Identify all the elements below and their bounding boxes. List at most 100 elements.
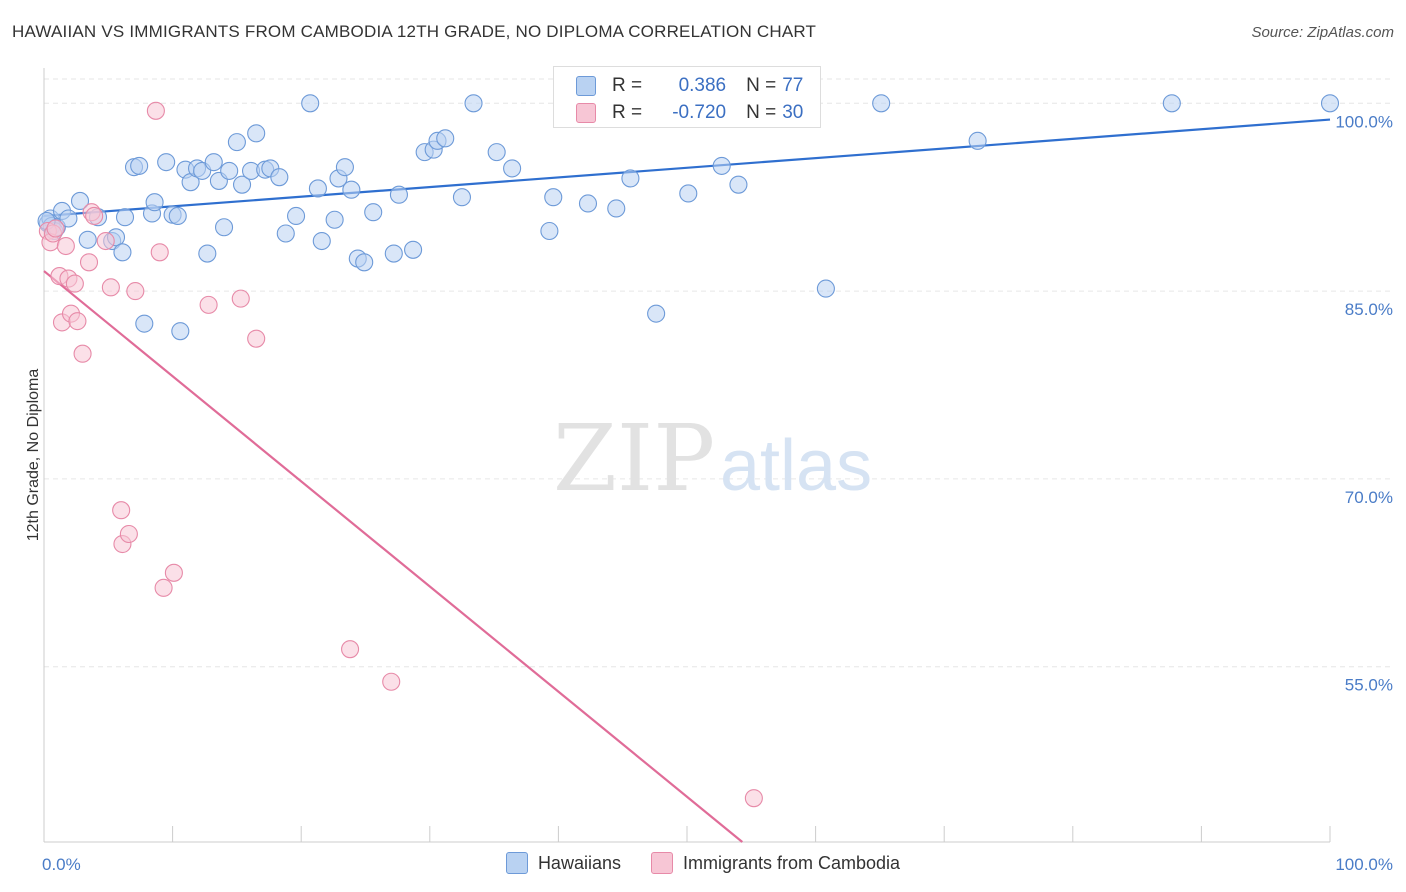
hawaiian-point xyxy=(540,221,559,241)
hawaiian-point xyxy=(1162,94,1181,113)
data-points xyxy=(37,94,1340,808)
hawaiian-point xyxy=(145,193,164,212)
cambodia-point xyxy=(56,236,75,256)
cambodia-point xyxy=(85,206,104,226)
hawaiian-point xyxy=(816,279,835,298)
hawaiian-point xyxy=(729,175,748,194)
watermark: ZIP atlas xyxy=(553,405,872,512)
legend-swatch-blue xyxy=(505,852,528,874)
watermark-zip: ZIP xyxy=(553,405,715,512)
legend-swatch-blue xyxy=(576,76,596,96)
hawaiian-point xyxy=(287,206,306,226)
hawaiian-point xyxy=(113,243,132,262)
hawaiian-point xyxy=(276,224,295,243)
hawaiian-point xyxy=(308,179,327,198)
cambodia-point xyxy=(126,282,145,301)
cambodia-point xyxy=(744,789,763,808)
hawaiian-point xyxy=(404,240,423,259)
hawaiian-point xyxy=(364,203,383,222)
cambodia-point xyxy=(382,672,401,691)
legend-r-value: -0.720 xyxy=(672,102,727,123)
cambodia-point xyxy=(231,289,250,308)
cambodia-point xyxy=(199,295,218,314)
hawaiian-point xyxy=(220,161,239,180)
hawaiian-point xyxy=(204,153,223,172)
hawaiian-point xyxy=(312,231,331,251)
hawaiian-point xyxy=(607,199,626,218)
cambodia-point xyxy=(68,312,87,331)
tick-labels: 100.0% 85.0% 70.0% 55.0% 0.0% 100.0% xyxy=(42,112,1393,874)
hawaiian-point xyxy=(647,304,666,323)
hawaiian-point xyxy=(227,133,246,152)
axes xyxy=(43,68,1331,843)
legend-n-label: N = xyxy=(746,75,777,96)
hawaiian-point xyxy=(1320,94,1340,113)
y-tick-label: 85.0% xyxy=(1345,300,1393,319)
hawaiian-point xyxy=(168,206,187,226)
x-tick-label: 100.0% xyxy=(1335,855,1393,874)
cambodia-point xyxy=(79,253,99,272)
hawaiian-point xyxy=(232,175,252,194)
cambodia-point xyxy=(247,329,266,348)
legend-r-label: R = xyxy=(612,102,643,123)
hawaiian-point xyxy=(270,168,289,187)
chart-title: HAWAIIAN VS IMMIGRANTS FROM CAMBODIA 12T… xyxy=(12,22,817,41)
trend-lines xyxy=(43,118,1331,843)
hawaiian-point xyxy=(171,322,190,341)
hawaiian-point xyxy=(130,156,149,175)
cambodia-point xyxy=(112,501,131,520)
legend-item-cambodia: Immigrants from Cambodia xyxy=(650,852,901,874)
legend-label-cambodia: Immigrants from Cambodia xyxy=(682,852,901,873)
hawaiian-point xyxy=(115,208,135,227)
hawaiians-trend-line xyxy=(43,118,1331,218)
hawaiian-point xyxy=(384,244,403,263)
hawaiian-point xyxy=(544,188,563,207)
hawaiian-point xyxy=(503,159,522,178)
cambodia-point xyxy=(164,563,183,582)
hawaiian-point xyxy=(135,314,154,333)
cambodia-point xyxy=(96,231,115,251)
hawaiian-point xyxy=(59,209,78,228)
legend-label-hawaiians: Hawaiians xyxy=(537,852,621,873)
hawaiian-point xyxy=(198,244,217,263)
cambodia-trend-line xyxy=(43,270,743,843)
hawaiian-point xyxy=(679,184,698,203)
legend-swatch-pink xyxy=(576,103,596,123)
watermark-atlas: atlas xyxy=(720,426,872,506)
legend-swatch-pink xyxy=(650,852,673,874)
hawaiian-point xyxy=(452,188,472,207)
y-tick-label: 55.0% xyxy=(1345,676,1393,695)
chart-source: Source: ZipAtlas.com xyxy=(1251,24,1394,41)
hawaiian-point xyxy=(301,94,320,113)
hawaiian-point xyxy=(464,94,483,113)
cambodia-point xyxy=(73,344,92,363)
legend-n-value: 30 xyxy=(782,102,804,123)
hawaiian-point xyxy=(436,129,455,148)
hawaiian-point xyxy=(214,218,234,237)
hawaiian-point xyxy=(70,191,90,211)
hawaiian-point xyxy=(335,158,354,177)
hawaiian-point xyxy=(487,143,506,162)
hawaiian-point xyxy=(342,180,361,199)
legend-r-label: R = xyxy=(612,75,643,96)
legend-item-hawaiians: Hawaiians xyxy=(505,852,621,874)
hawaiian-point xyxy=(872,94,891,113)
y-axis-label: 12th Grade, No Diploma xyxy=(25,369,42,542)
cambodia-point xyxy=(150,243,169,262)
legend-n-value: 77 xyxy=(782,75,804,96)
legend-row-hawaiians: R = 0.386 N = 77 xyxy=(576,73,803,99)
hawaiian-point xyxy=(247,124,266,143)
legend-row-cambodia: R = -0.720 N = 30 xyxy=(576,100,803,126)
hawaiian-point xyxy=(968,131,987,150)
cambodia-point xyxy=(119,524,138,544)
cambodia-point xyxy=(341,640,360,659)
cambodia-point xyxy=(146,101,165,120)
cambodia-point xyxy=(101,278,120,297)
y-tick-label: 70.0% xyxy=(1345,488,1393,507)
x-tick-label: 0.0% xyxy=(42,855,81,874)
hawaiian-point xyxy=(157,153,176,172)
legend-n-label: N = xyxy=(746,102,777,123)
hawaiian-point xyxy=(355,253,374,272)
cambodia-point xyxy=(65,274,84,293)
